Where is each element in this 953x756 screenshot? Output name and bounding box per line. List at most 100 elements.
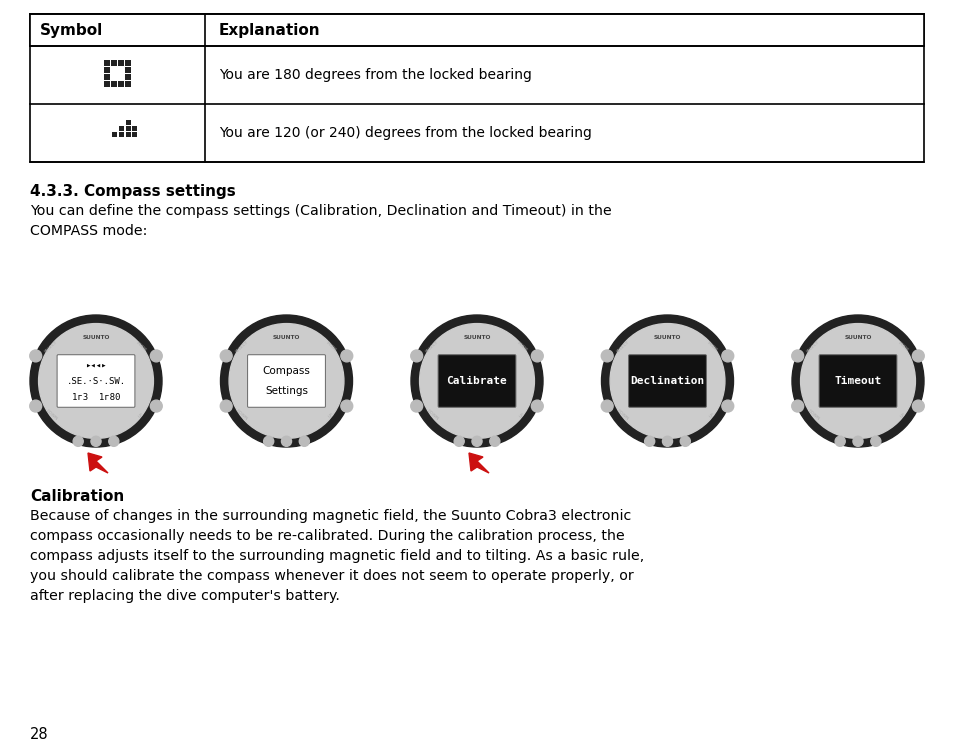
- Bar: [126, 132, 131, 137]
- Bar: [103, 67, 110, 73]
- Circle shape: [531, 400, 542, 412]
- Text: SUUNTO: SUUNTO: [82, 335, 110, 340]
- Text: DOWN: DOWN: [805, 409, 819, 422]
- Text: SELECT: SELECT: [805, 339, 820, 354]
- Text: 28: 28: [30, 727, 49, 742]
- Circle shape: [721, 350, 733, 362]
- Text: UP: UP: [899, 412, 905, 419]
- Circle shape: [791, 350, 802, 362]
- Circle shape: [870, 436, 880, 446]
- Bar: [126, 126, 131, 131]
- Text: Settings: Settings: [265, 386, 308, 396]
- Circle shape: [644, 436, 654, 446]
- Circle shape: [220, 350, 232, 362]
- Text: SELECT: SELECT: [234, 339, 249, 354]
- Bar: [125, 81, 131, 87]
- Circle shape: [109, 436, 119, 446]
- FancyBboxPatch shape: [437, 355, 516, 407]
- Text: Because of changes in the surrounding magnetic field, the Suunto Cobra3 electron: Because of changes in the surrounding ma…: [30, 509, 643, 603]
- Text: Symbol: Symbol: [40, 23, 103, 38]
- Circle shape: [661, 436, 672, 446]
- Polygon shape: [88, 453, 108, 473]
- FancyBboxPatch shape: [819, 355, 896, 407]
- Bar: [126, 120, 131, 125]
- Circle shape: [454, 436, 464, 446]
- Text: MODE: MODE: [134, 341, 147, 352]
- Bar: [103, 60, 110, 66]
- Text: SUUNTO: SUUNTO: [273, 335, 300, 340]
- FancyBboxPatch shape: [57, 355, 134, 407]
- Circle shape: [30, 315, 162, 447]
- Circle shape: [721, 400, 733, 412]
- Text: Calibrate: Calibrate: [446, 376, 507, 386]
- Text: SUUNTO: SUUNTO: [653, 335, 680, 340]
- Text: DOWN: DOWN: [425, 409, 438, 422]
- Circle shape: [411, 350, 422, 362]
- Text: Explanation: Explanation: [219, 23, 320, 38]
- Text: Compass: Compass: [262, 366, 310, 376]
- Text: DOWN: DOWN: [45, 409, 58, 422]
- Text: UP: UP: [137, 412, 144, 419]
- Text: DOWN: DOWN: [234, 409, 248, 422]
- Circle shape: [911, 400, 923, 412]
- Text: UP: UP: [517, 412, 525, 419]
- Text: MODE: MODE: [516, 341, 528, 352]
- Circle shape: [151, 400, 162, 412]
- Text: SELECT: SELECT: [424, 339, 439, 354]
- Circle shape: [220, 315, 352, 447]
- Circle shape: [609, 324, 724, 438]
- Circle shape: [911, 350, 923, 362]
- Circle shape: [281, 436, 292, 446]
- Circle shape: [411, 400, 422, 412]
- Circle shape: [852, 436, 862, 446]
- Circle shape: [91, 436, 101, 446]
- Bar: [111, 60, 116, 66]
- Circle shape: [340, 400, 353, 412]
- Circle shape: [791, 400, 802, 412]
- Text: You can define the compass settings (Calibration, Declination and Timeout) in th: You can define the compass settings (Cal…: [30, 204, 611, 238]
- Text: SUUNTO: SUUNTO: [843, 335, 871, 340]
- Circle shape: [791, 315, 923, 447]
- Circle shape: [800, 324, 915, 438]
- Bar: [30, 14, 923, 46]
- Circle shape: [489, 436, 499, 446]
- Text: UP: UP: [708, 412, 715, 419]
- Bar: [118, 132, 123, 137]
- Bar: [103, 74, 110, 80]
- FancyBboxPatch shape: [628, 355, 705, 407]
- Circle shape: [531, 350, 542, 362]
- Circle shape: [73, 436, 83, 446]
- Circle shape: [679, 436, 690, 446]
- Bar: [30, 14, 923, 162]
- Circle shape: [151, 350, 162, 362]
- Text: Calibration: Calibration: [30, 489, 124, 504]
- Circle shape: [411, 315, 542, 447]
- Text: Declination: Declination: [630, 376, 704, 386]
- Circle shape: [229, 324, 344, 438]
- Text: SELECT: SELECT: [615, 339, 629, 354]
- Circle shape: [38, 324, 153, 438]
- Bar: [125, 60, 131, 66]
- Bar: [112, 132, 116, 137]
- Text: DOWN: DOWN: [616, 409, 629, 422]
- Polygon shape: [469, 453, 489, 473]
- Bar: [117, 60, 123, 66]
- Circle shape: [600, 350, 613, 362]
- Bar: [132, 126, 137, 131]
- Text: MODE: MODE: [896, 341, 908, 352]
- Text: ▸◂◂▸: ▸◂◂▸: [85, 361, 107, 370]
- Circle shape: [340, 350, 353, 362]
- Circle shape: [600, 400, 613, 412]
- Text: UP: UP: [328, 412, 335, 419]
- Text: .SE.·S·.SW.: .SE.·S·.SW.: [67, 376, 126, 386]
- Bar: [103, 81, 110, 87]
- Bar: [125, 74, 131, 80]
- Text: You are 180 degrees from the locked bearing: You are 180 degrees from the locked bear…: [219, 68, 532, 82]
- Circle shape: [834, 436, 844, 446]
- Bar: [125, 67, 131, 73]
- Circle shape: [263, 436, 274, 446]
- Bar: [111, 81, 116, 87]
- Circle shape: [299, 436, 309, 446]
- Text: 1г3  1г80: 1г3 1г80: [71, 392, 120, 401]
- Circle shape: [419, 324, 534, 438]
